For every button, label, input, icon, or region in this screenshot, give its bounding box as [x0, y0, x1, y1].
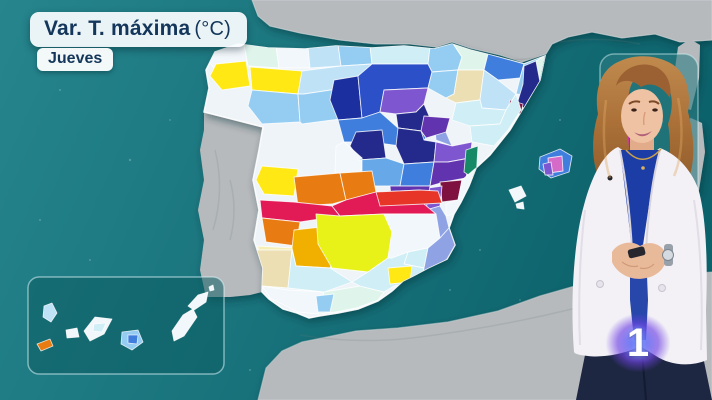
la1-logo-text: 1 — [626, 321, 650, 365]
blazer-button — [658, 284, 666, 292]
presenter — [572, 56, 712, 400]
canary-island — [36, 338, 54, 352]
map-region — [255, 165, 299, 197]
presenter-hands — [612, 242, 667, 279]
map-region — [293, 172, 347, 207]
canary-inset-box — [27, 276, 225, 375]
map-region — [275, 45, 311, 69]
nose — [643, 111, 646, 126]
right-eye — [652, 108, 658, 112]
canary-island — [92, 322, 107, 333]
balearic-islands — [508, 148, 573, 210]
lips — [634, 131, 652, 137]
day-badge: Jueves — [37, 48, 114, 71]
portugal-landmass — [198, 112, 263, 297]
canary-island — [171, 308, 198, 342]
eyebrows — [628, 100, 660, 105]
balearic-region — [515, 201, 525, 210]
canary-island — [65, 327, 80, 339]
la1-channel-logo: 1 — [606, 314, 670, 372]
map-region — [399, 161, 435, 187]
canary-island — [208, 284, 215, 292]
blazer-button — [596, 280, 604, 288]
finger-lines — [621, 261, 655, 270]
canary-inset — [27, 276, 225, 375]
title-box: Var. T. máxima (°C) — [30, 12, 247, 47]
france-landmass — [251, 0, 712, 63]
canary-island — [42, 302, 58, 323]
hair-highlights — [602, 97, 683, 179]
balearic-region — [542, 161, 554, 176]
map-region — [315, 293, 335, 313]
map-region — [209, 60, 251, 91]
blazer-creases — [578, 199, 703, 351]
canary-island — [187, 291, 209, 311]
map-region — [445, 167, 477, 217]
map-region — [249, 66, 303, 95]
map-region — [375, 189, 443, 207]
canary-island — [127, 334, 139, 345]
map-region — [469, 93, 522, 147]
map-region — [287, 249, 353, 293]
title-text: Var. T. máxima — [44, 17, 191, 40]
blazer-lapels — [619, 149, 661, 251]
presenter-fringe — [616, 64, 671, 98]
title-unit: (°C) — [194, 18, 231, 40]
canary-islands — [36, 284, 215, 352]
necklace-pendant — [641, 166, 645, 170]
presenter-clicker — [627, 246, 646, 259]
balearic-region — [508, 185, 527, 203]
left-eye — [631, 108, 637, 112]
lapel-mic — [607, 175, 613, 181]
necklace — [625, 148, 662, 160]
watch-face — [662, 249, 674, 261]
temperature-regions — [207, 44, 545, 315]
